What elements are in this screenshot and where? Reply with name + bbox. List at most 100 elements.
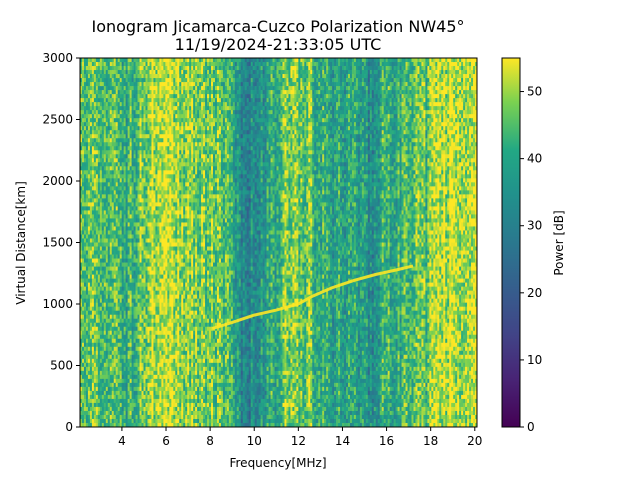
heatmap-cell <box>143 206 146 211</box>
heatmap-cell <box>177 74 180 79</box>
heatmap-cell <box>111 286 115 291</box>
heatmap-cell <box>173 374 176 380</box>
heatmap-cell <box>119 206 123 211</box>
heatmap-cell <box>109 118 113 123</box>
heatmap-cell <box>85 290 89 295</box>
heatmap-cell <box>139 394 142 400</box>
heatmap-cell <box>175 58 178 63</box>
heatmap-cell <box>107 418 111 424</box>
heatmap-cell <box>169 342 172 348</box>
heatmap-cell <box>135 98 138 103</box>
heatmap-cell <box>151 422 154 427</box>
heatmap-cell <box>149 290 152 295</box>
heatmap-cell <box>147 222 150 227</box>
heatmap-cell <box>89 262 93 267</box>
heatmap-cell <box>181 202 184 207</box>
heatmap-cell <box>151 322 154 328</box>
heatmap-cell <box>145 158 148 163</box>
heatmap-cell <box>137 166 140 171</box>
heatmap-cell <box>161 362 164 368</box>
heatmap-cell <box>179 406 182 412</box>
heatmap-cell <box>185 98 188 103</box>
heatmap-cell <box>101 126 105 131</box>
heatmap-cell <box>161 378 164 384</box>
heatmap-cell <box>83 166 87 171</box>
heatmap-cell <box>125 294 128 299</box>
heatmap-cell <box>95 218 99 223</box>
heatmap-cell <box>137 150 140 155</box>
heatmap-cell <box>127 290 130 295</box>
heatmap-cell <box>105 190 109 195</box>
heatmap-cell <box>111 322 115 328</box>
heatmap-cell <box>99 302 103 308</box>
heatmap-cell <box>155 118 158 123</box>
heatmap-cell <box>131 106 134 111</box>
heatmap-cell <box>185 346 188 352</box>
heatmap-cell <box>99 166 103 171</box>
heatmap-cell <box>127 370 130 376</box>
heatmap-cell <box>171 230 174 235</box>
heatmap-cell <box>97 270 101 275</box>
heatmap-cell <box>121 226 125 231</box>
heatmap-cell <box>117 350 121 356</box>
heatmap-cell <box>161 234 164 239</box>
heatmap-cell <box>135 198 138 203</box>
heatmap-cell <box>95 86 99 91</box>
heatmap-cell <box>103 198 107 203</box>
heatmap-cell <box>117 326 121 332</box>
heatmap-cell <box>111 366 115 372</box>
heatmap-cell <box>185 378 188 384</box>
heatmap-cell <box>111 74 115 79</box>
heatmap-cell <box>153 150 156 155</box>
heatmap-cell <box>101 362 105 368</box>
heatmap-cell <box>165 210 168 215</box>
heatmap-cell <box>80 370 83 376</box>
heatmap-cell <box>179 238 182 243</box>
heatmap-cell <box>129 270 132 275</box>
heatmap-cell <box>83 374 87 380</box>
heatmap-cell <box>83 114 87 119</box>
heatmap-cell <box>103 322 107 328</box>
heatmap-cell <box>83 298 87 304</box>
heatmap-cell <box>80 178 83 183</box>
heatmap-cell <box>141 374 144 380</box>
heatmap-cell <box>95 298 99 304</box>
heatmap-cell <box>175 82 178 87</box>
heatmap-cell <box>109 382 113 388</box>
heatmap-cell <box>87 226 91 231</box>
heatmap-cell <box>175 238 178 243</box>
heatmap-cell <box>87 110 91 115</box>
heatmap-cell <box>177 162 180 167</box>
heatmap-cell <box>143 418 146 424</box>
heatmap-cell <box>159 226 162 231</box>
heatmap-cell <box>151 126 154 131</box>
heatmap-cell <box>117 242 121 247</box>
heatmap-cell <box>109 162 113 167</box>
heatmap-cell <box>169 386 172 392</box>
heatmap-cell <box>137 262 140 267</box>
heatmap-cell <box>153 342 156 348</box>
heatmap-cell <box>173 234 176 239</box>
heatmap-cell <box>123 82 126 87</box>
heatmap-cell <box>117 162 121 167</box>
heatmap-cell <box>131 110 134 115</box>
heatmap-cell <box>97 354 101 360</box>
heatmap-cell <box>143 410 146 416</box>
heatmap-cell <box>145 282 148 287</box>
heatmap-cell <box>93 74 97 79</box>
heatmap-cell <box>163 150 166 155</box>
heatmap-cell <box>143 166 146 171</box>
heatmap-cell <box>111 154 115 159</box>
heatmap-cell <box>97 290 101 295</box>
heatmap-cell <box>93 282 97 287</box>
heatmap-cell <box>81 242 85 247</box>
heatmap-cell <box>91 230 95 235</box>
heatmap-cell <box>81 334 85 340</box>
heatmap-cell <box>139 350 142 356</box>
heatmap-cell <box>169 222 172 227</box>
heatmap-cell <box>175 290 178 295</box>
heatmap-cell <box>91 170 95 175</box>
heatmap-cell <box>181 326 184 332</box>
heatmap-cell <box>159 374 162 380</box>
heatmap-cell <box>119 182 123 187</box>
